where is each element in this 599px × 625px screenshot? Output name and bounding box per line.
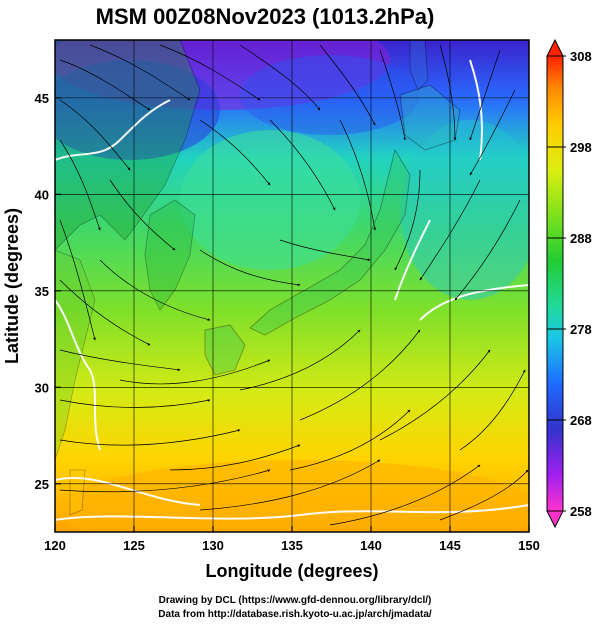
- x-tick-label: 130: [202, 538, 224, 553]
- x-tick-label: 150: [518, 538, 540, 553]
- x-axis-ticks: 120 125 130 135 140 145 150: [44, 526, 540, 553]
- map-title: MSM 00Z08Nov2023 (1013.2hPa): [95, 4, 435, 29]
- x-tick-label: 140: [360, 538, 382, 553]
- y-tick-label: 45: [35, 91, 49, 106]
- gridlines: [55, 40, 529, 532]
- x-axis-label: Longitude (degrees): [205, 561, 378, 581]
- colorbar-max-arrow: [546, 38, 564, 57]
- colorbar-tick-label: 298: [570, 140, 592, 155]
- x-tick-label: 145: [439, 538, 461, 553]
- map-field: [55, 40, 529, 532]
- y-axis-ticks: 25 30 35 40 45: [35, 91, 61, 492]
- x-tick-label: 135: [281, 538, 303, 553]
- credit-data: Data from http://database.rish.kyoto-u.a…: [158, 609, 432, 620]
- y-axis-label: Latitude (degrees): [2, 208, 22, 364]
- colorbar-tick-label: 258: [570, 504, 592, 519]
- colorbar-tick-label: 268: [570, 413, 592, 428]
- y-tick-label: 40: [35, 187, 49, 202]
- colorbar-min-arrow: [546, 510, 564, 529]
- credit-drawing: Drawing by DCL (https://www.gfd-dennou.o…: [158, 595, 432, 606]
- x-tick-label: 120: [44, 538, 66, 553]
- colorbar-tick-label: 288: [570, 231, 592, 246]
- y-tick-label: 30: [35, 380, 49, 395]
- x-tick-label: 125: [123, 538, 145, 553]
- colorbar-tick-label: 278: [570, 322, 592, 337]
- y-tick-label: 35: [35, 284, 49, 299]
- y-tick-label: 25: [35, 477, 49, 492]
- colorbar-tick-label: 308: [570, 49, 592, 64]
- colorbar: 258 268 278 288 298 308: [546, 38, 592, 529]
